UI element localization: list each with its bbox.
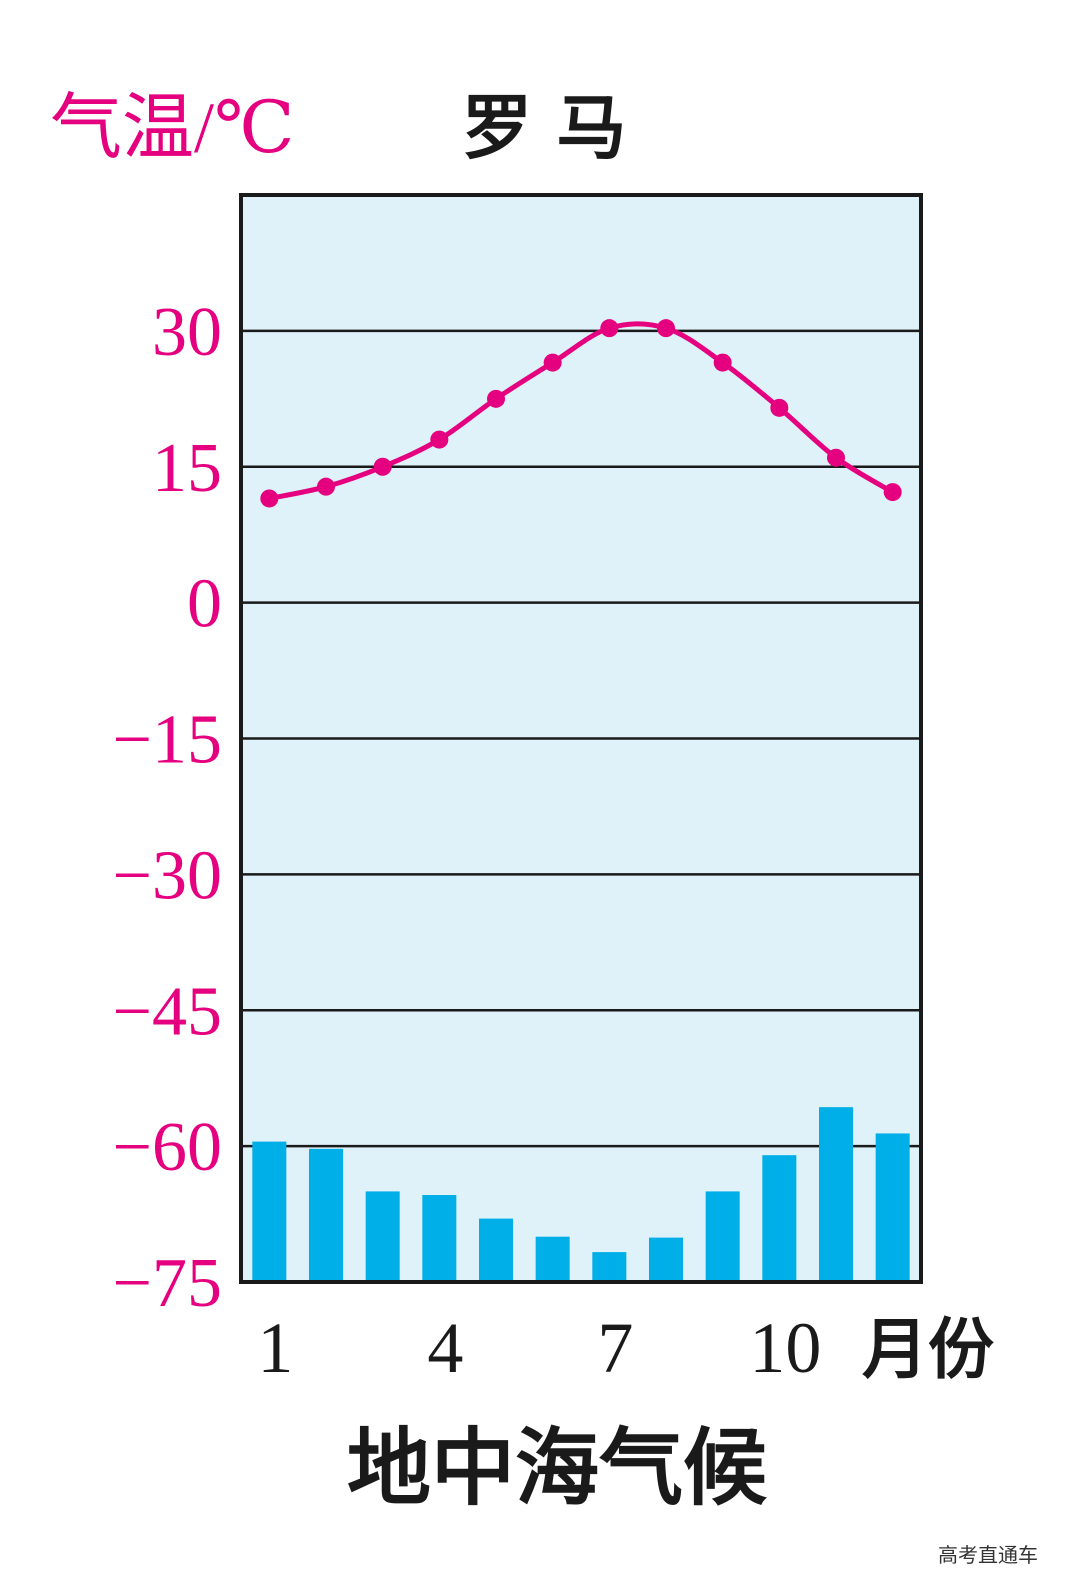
temp-point-3 xyxy=(373,457,392,476)
precip-bar-12 xyxy=(875,1133,910,1282)
temp-point-1 xyxy=(260,489,279,508)
temp-point-2 xyxy=(317,477,335,496)
y-tick-label-3: −15 xyxy=(113,702,222,779)
y-tick-label-6: −60 xyxy=(113,1109,222,1186)
temp-point-11 xyxy=(827,448,845,467)
x-tick-label-4: 4 xyxy=(427,1308,463,1388)
plot-frame xyxy=(239,193,923,1284)
x-tick-labels: 1 4 7 10 xyxy=(257,1308,821,1388)
precip-bar-1 xyxy=(252,1141,287,1282)
chart-caption: 地中海气候 xyxy=(347,1419,768,1517)
precip-bar-10 xyxy=(762,1155,797,1282)
x-axis-unit: 月份 xyxy=(862,1311,994,1388)
watermark: 高考直通车 xyxy=(938,1543,1038,1567)
precipitation-bars xyxy=(252,1107,910,1282)
y-tick-label-7: −75 xyxy=(113,1245,222,1322)
x-tick-label-10: 10 xyxy=(749,1308,821,1388)
precip-bar-4 xyxy=(422,1195,457,1282)
chart-title: 罗 马 xyxy=(462,87,626,169)
y-tick-label-0: 30 xyxy=(152,294,222,371)
precip-bar-11 xyxy=(819,1107,853,1282)
temp-point-12 xyxy=(883,483,902,502)
grid-lines xyxy=(241,329,921,1148)
y-axis-label: 气温/℃ xyxy=(50,88,295,168)
y-tick-label-4: −30 xyxy=(113,837,222,914)
precip-bar-3 xyxy=(365,1191,400,1282)
temp-point-5 xyxy=(487,389,505,408)
x-tick-label-1: 1 xyxy=(257,1308,293,1388)
temp-point-7 xyxy=(600,319,619,338)
y-tick-labels: 30 15 0 −15 −30 −45 −60 −75 xyxy=(113,294,222,1322)
precip-bar-9 xyxy=(705,1191,740,1282)
precip-bar-2 xyxy=(309,1148,343,1282)
precip-bar-7 xyxy=(592,1252,627,1282)
temp-point-10 xyxy=(770,398,789,417)
precip-bar-6 xyxy=(535,1236,570,1282)
x-tick-label-7: 7 xyxy=(597,1308,633,1388)
precip-bar-5 xyxy=(479,1218,513,1282)
y-tick-label-1: 15 xyxy=(152,430,222,507)
temp-point-9 xyxy=(713,353,732,372)
precip-bar-8 xyxy=(649,1237,683,1282)
temp-point-4 xyxy=(430,430,449,449)
y-tick-label-2: 0 xyxy=(187,566,222,643)
temp-point-6 xyxy=(543,353,562,372)
temp-point-8 xyxy=(657,319,675,338)
y-tick-label-5: −45 xyxy=(113,973,222,1050)
temperature-points xyxy=(260,319,902,508)
